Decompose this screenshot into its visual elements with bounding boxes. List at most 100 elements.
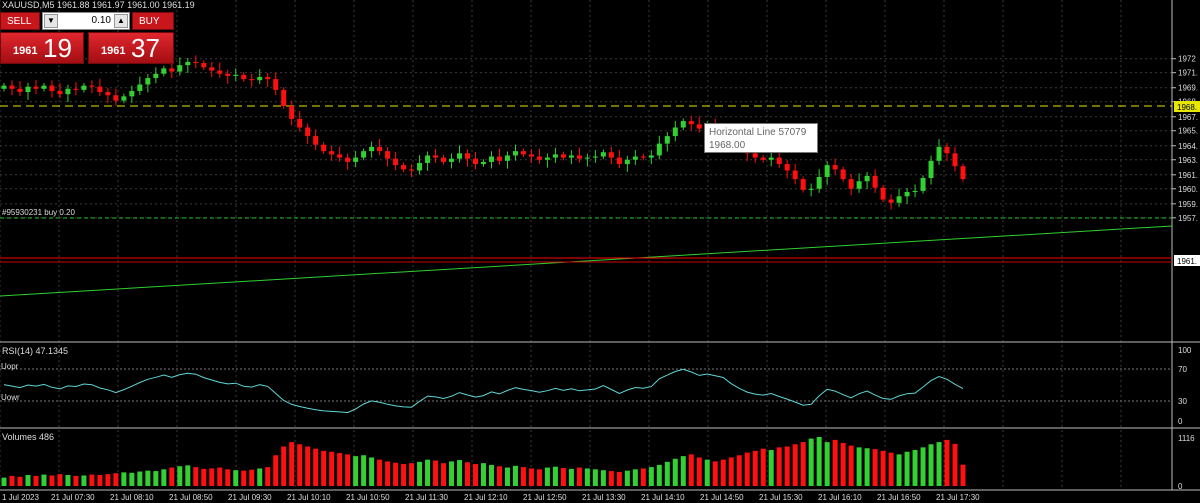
candle <box>97 78 103 97</box>
candle <box>904 188 910 205</box>
candle <box>816 169 822 193</box>
candle <box>465 149 471 167</box>
candle <box>121 93 127 104</box>
candle-body <box>281 89 287 106</box>
price-tick-label: 1961. <box>1178 171 1198 180</box>
bid-price-tag-label: 1961. <box>1177 257 1197 266</box>
candle-body <box>880 187 886 200</box>
candle <box>409 164 415 178</box>
candle <box>393 152 399 171</box>
candle <box>680 118 686 131</box>
candle <box>17 80 23 97</box>
candle-body <box>752 153 758 158</box>
volume-bar <box>185 465 191 486</box>
time-tick-label: 21 Jul 07:30 <box>51 493 95 502</box>
volume-bar <box>49 475 55 486</box>
candle-body <box>512 151 518 156</box>
chevron-up-icon[interactable]: ▲ <box>114 14 128 28</box>
candle-body <box>73 88 79 90</box>
candle-body <box>944 146 950 154</box>
candle-body <box>121 96 127 101</box>
candle <box>952 146 958 172</box>
lot-size-stepper[interactable]: ▼ 0.10 ▲ <box>42 12 130 30</box>
buy-price-button[interactable]: 1961 37 <box>88 32 174 64</box>
volume-bar <box>488 464 494 486</box>
candle <box>688 115 694 131</box>
candle <box>824 161 830 185</box>
candle-body <box>481 161 486 165</box>
volume-bar <box>145 470 151 486</box>
volume-bar <box>257 468 263 486</box>
candle-body <box>904 192 910 197</box>
candle-body <box>209 67 215 71</box>
time-tick-label: 21 Jul 11:30 <box>405 493 449 502</box>
volume-bar <box>177 466 183 486</box>
candle-body <box>896 196 902 203</box>
candle-body <box>217 70 223 74</box>
volume-bar <box>457 460 463 486</box>
volume-bar <box>840 442 846 486</box>
volume-bar <box>161 469 167 486</box>
candle <box>920 175 926 194</box>
time-tick-label: 21 Jul 08:50 <box>169 493 213 502</box>
volume-bar <box>17 476 23 486</box>
order-label: #95930231 buy 0.20 <box>2 208 76 217</box>
candle <box>225 69 231 84</box>
candle-body <box>536 156 542 160</box>
candle <box>73 82 79 96</box>
volume-bar <box>393 462 399 486</box>
volume-bar <box>481 463 486 486</box>
volume-bar <box>920 447 926 486</box>
price-tick-label: 1969. <box>1178 84 1198 93</box>
candle-body <box>760 157 766 160</box>
time-axis[interactable]: 1 Jul 2023 21 Jul 07:30 21 Jul 08:10 21 Jul… <box>2 493 980 502</box>
candle-body <box>273 79 279 90</box>
trendline[interactable] <box>0 225 1173 297</box>
candle-body <box>417 162 423 171</box>
candle <box>281 87 287 109</box>
tooltip-name: Horizontal Line 57079 <box>709 127 807 138</box>
candle <box>209 62 215 78</box>
time-tick-label: 21 Jul 12:50 <box>523 493 567 502</box>
lot-size-value[interactable]: 0.10 <box>91 15 111 26</box>
volume-bar <box>345 454 351 486</box>
sell-button[interactable]: SELL <box>0 12 40 30</box>
volume-bar <box>912 449 918 486</box>
candle-body <box>153 73 159 79</box>
candle <box>313 129 319 150</box>
sell-price-button[interactable]: 1961 19 <box>0 32 84 64</box>
volume-bar <box>688 454 694 486</box>
candle <box>297 111 303 132</box>
volume-bar <box>856 447 862 486</box>
candle-body <box>145 78 151 85</box>
candle-body <box>848 179 854 189</box>
volume-bar <box>273 455 279 486</box>
candle-body <box>225 73 231 76</box>
candle <box>632 149 638 166</box>
rsi-axis-30: 30 <box>1178 397 1187 406</box>
candle-body <box>696 124 702 129</box>
volume-bar <box>536 469 542 486</box>
candle <box>568 150 574 165</box>
volume-bar <box>880 450 886 486</box>
volume-bar <box>520 467 526 486</box>
price-tick-label: 1959. <box>1178 200 1198 209</box>
candle <box>520 148 526 158</box>
chevron-down-icon[interactable]: ▼ <box>44 14 58 28</box>
candle-body <box>265 76 271 80</box>
volume-bar <box>417 461 423 486</box>
candle-body <box>65 88 71 95</box>
candle-body <box>337 154 343 158</box>
candle <box>25 82 31 100</box>
time-tick-label: 21 Jul 17:30 <box>936 493 980 502</box>
candle-body <box>560 154 566 158</box>
volume-bar <box>473 464 479 486</box>
volume-bar <box>760 448 766 486</box>
candle <box>608 146 614 165</box>
candle-body <box>137 84 143 91</box>
volume-bar <box>584 468 590 486</box>
time-tick-label: 21 Jul 13:30 <box>582 493 626 502</box>
candle <box>760 154 766 163</box>
buy-button[interactable]: BUY <box>132 12 174 30</box>
